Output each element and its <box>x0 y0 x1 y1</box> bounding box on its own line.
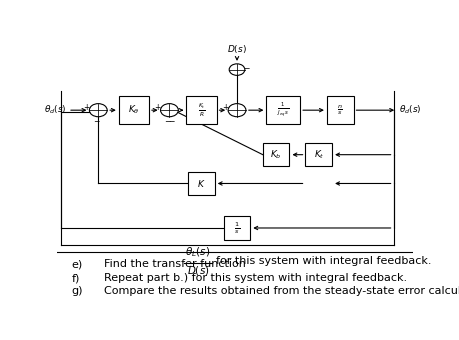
Text: Compare the results obtained from the steady-state error calculations in parts b: Compare the results obtained from the st… <box>104 286 459 296</box>
Text: $D(s)$: $D(s)$ <box>227 43 247 55</box>
Text: $-$: $-$ <box>164 115 172 124</box>
Bar <box>263 143 290 167</box>
Bar <box>188 172 215 195</box>
Text: Repeat part b.) for this system with integral feedback.: Repeat part b.) for this system with int… <box>104 273 407 283</box>
Text: $D(s)$: $D(s)$ <box>187 264 209 277</box>
Text: e): e) <box>72 259 83 269</box>
Text: +: + <box>222 103 229 112</box>
Text: +: + <box>155 103 161 112</box>
Bar <box>186 97 217 124</box>
Bar <box>306 143 332 167</box>
Text: $-$: $-$ <box>243 63 251 71</box>
Text: f): f) <box>72 273 80 283</box>
Text: $\theta_d(s)$: $\theta_d(s)$ <box>44 104 66 116</box>
Bar <box>224 216 250 240</box>
Bar <box>327 97 353 124</box>
Text: $\theta_L(s)$: $\theta_L(s)$ <box>185 245 211 259</box>
Text: $K$: $K$ <box>197 178 206 189</box>
Text: for this system with integral feedback.: for this system with integral feedback. <box>216 256 431 266</box>
Circle shape <box>229 64 245 75</box>
Text: $\frac{1}{J_{eq}s}$: $\frac{1}{J_{eq}s}$ <box>277 101 289 119</box>
Text: $\theta_d(s)$: $\theta_d(s)$ <box>399 104 421 116</box>
Bar <box>119 97 149 124</box>
Text: $\frac{K_t}{R}$: $\frac{K_t}{R}$ <box>198 101 205 119</box>
Text: $\frac{n}{s}$: $\frac{n}{s}$ <box>337 103 343 117</box>
Text: $-$: $-$ <box>93 115 101 124</box>
Circle shape <box>161 104 179 117</box>
Text: $K_t$: $K_t$ <box>313 149 324 161</box>
Bar <box>266 97 300 124</box>
Text: $K_b$: $K_b$ <box>270 149 282 161</box>
Text: $\frac{1}{s}$: $\frac{1}{s}$ <box>234 220 240 236</box>
Circle shape <box>228 104 246 117</box>
Text: $K_\theta$: $K_\theta$ <box>128 104 140 116</box>
Text: +: + <box>84 103 90 112</box>
Text: $-$: $-$ <box>168 115 176 124</box>
Text: Find the transfer function: Find the transfer function <box>104 259 246 269</box>
Circle shape <box>90 104 107 117</box>
Text: g): g) <box>72 286 83 296</box>
